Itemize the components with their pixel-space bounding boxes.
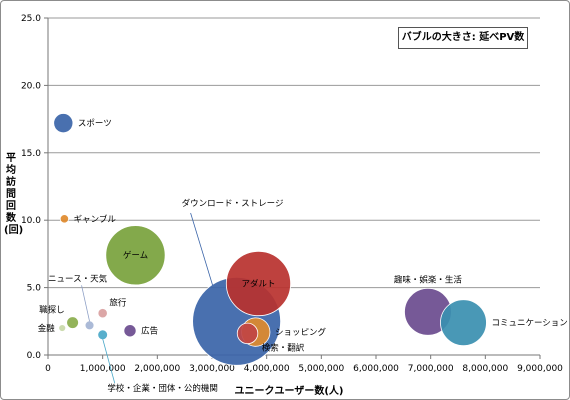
- x-axis-title: ユニークユーザー数(人): [235, 384, 344, 397]
- bubble: [236, 322, 259, 345]
- x-tick-label: 4,000,000: [244, 364, 290, 374]
- x-tick-label: 9,000,000: [517, 364, 563, 374]
- callout-lines: [81, 212, 213, 384]
- bubble-label: ギャンブル: [74, 214, 117, 225]
- bubble: [53, 113, 74, 134]
- bubble-label: スポーツ: [78, 119, 112, 129]
- bubble-label: 金融: [38, 323, 56, 334]
- x-tick-label: 5,000,000: [298, 364, 344, 374]
- y-tick-labels: 0.0 5.0 10.0 15.0 20.0 25.0: [21, 14, 41, 361]
- y-tick-label: 10.0: [21, 216, 41, 226]
- callout-line: [102, 338, 116, 384]
- bubble: [84, 320, 95, 331]
- y-tick-label: 0.0: [27, 351, 42, 361]
- bubble-label: 職探し: [39, 305, 65, 316]
- x-tick-label: 3,000,000: [189, 364, 235, 374]
- bubble-label: 旅行: [109, 298, 127, 309]
- x-tick-label: 8,000,000: [462, 364, 508, 374]
- bubble: [440, 299, 487, 347]
- bubble-label: ダウンロード・ストレージ: [182, 198, 284, 209]
- bubble-label: アダルト: [241, 279, 275, 290]
- bubble-label: ショッピング: [275, 327, 327, 338]
- x-tick-label: 0: [45, 364, 51, 374]
- x-tick-label: 1,000,000: [80, 364, 126, 374]
- y-tick-label: 20.0: [21, 81, 41, 91]
- bubbles: [53, 113, 487, 366]
- callout-line: [81, 285, 90, 322]
- bubble: [97, 308, 108, 319]
- bubble: [123, 324, 137, 338]
- bubble-label: 広告: [141, 326, 158, 337]
- bubble: [97, 329, 108, 341]
- y-tick-label: 5.0: [27, 284, 42, 294]
- x-tick-label: 2,000,000: [134, 364, 180, 374]
- bubble-label: ゲーム: [123, 250, 148, 261]
- bubble-label: コミュニケーション: [491, 319, 567, 329]
- x-tick-label: 7,000,000: [408, 364, 454, 374]
- bubble: [225, 251, 292, 317]
- grid-lines: [48, 17, 540, 289]
- y-tick-label: 15.0: [21, 149, 41, 159]
- axes: [44, 17, 541, 359]
- bubble: [58, 324, 67, 332]
- y-tick-label: 25.0: [21, 14, 41, 24]
- bubble-size-note: バブルの大きさ: 延べPV数: [398, 27, 528, 49]
- y-axis-title: 平均訪問回数(回): [4, 153, 24, 236]
- bubble: [66, 316, 79, 329]
- bubble-label: 学校・企業・団体・公的機関: [107, 383, 218, 394]
- bubble-label: ニュース・天気: [48, 273, 108, 284]
- bubble-label: 趣味・娯楽・生活: [394, 274, 463, 285]
- x-tick-labels: 0 1,000,000 2,000,000 3,000,000 4,000,000 5,0…: [45, 364, 563, 374]
- x-tick-label: 6,000,000: [353, 364, 399, 374]
- bubble: [59, 214, 69, 224]
- bubble-label: 検索・翻訳: [262, 343, 305, 354]
- bubble: [105, 225, 166, 286]
- callout-line: [190, 212, 213, 286]
